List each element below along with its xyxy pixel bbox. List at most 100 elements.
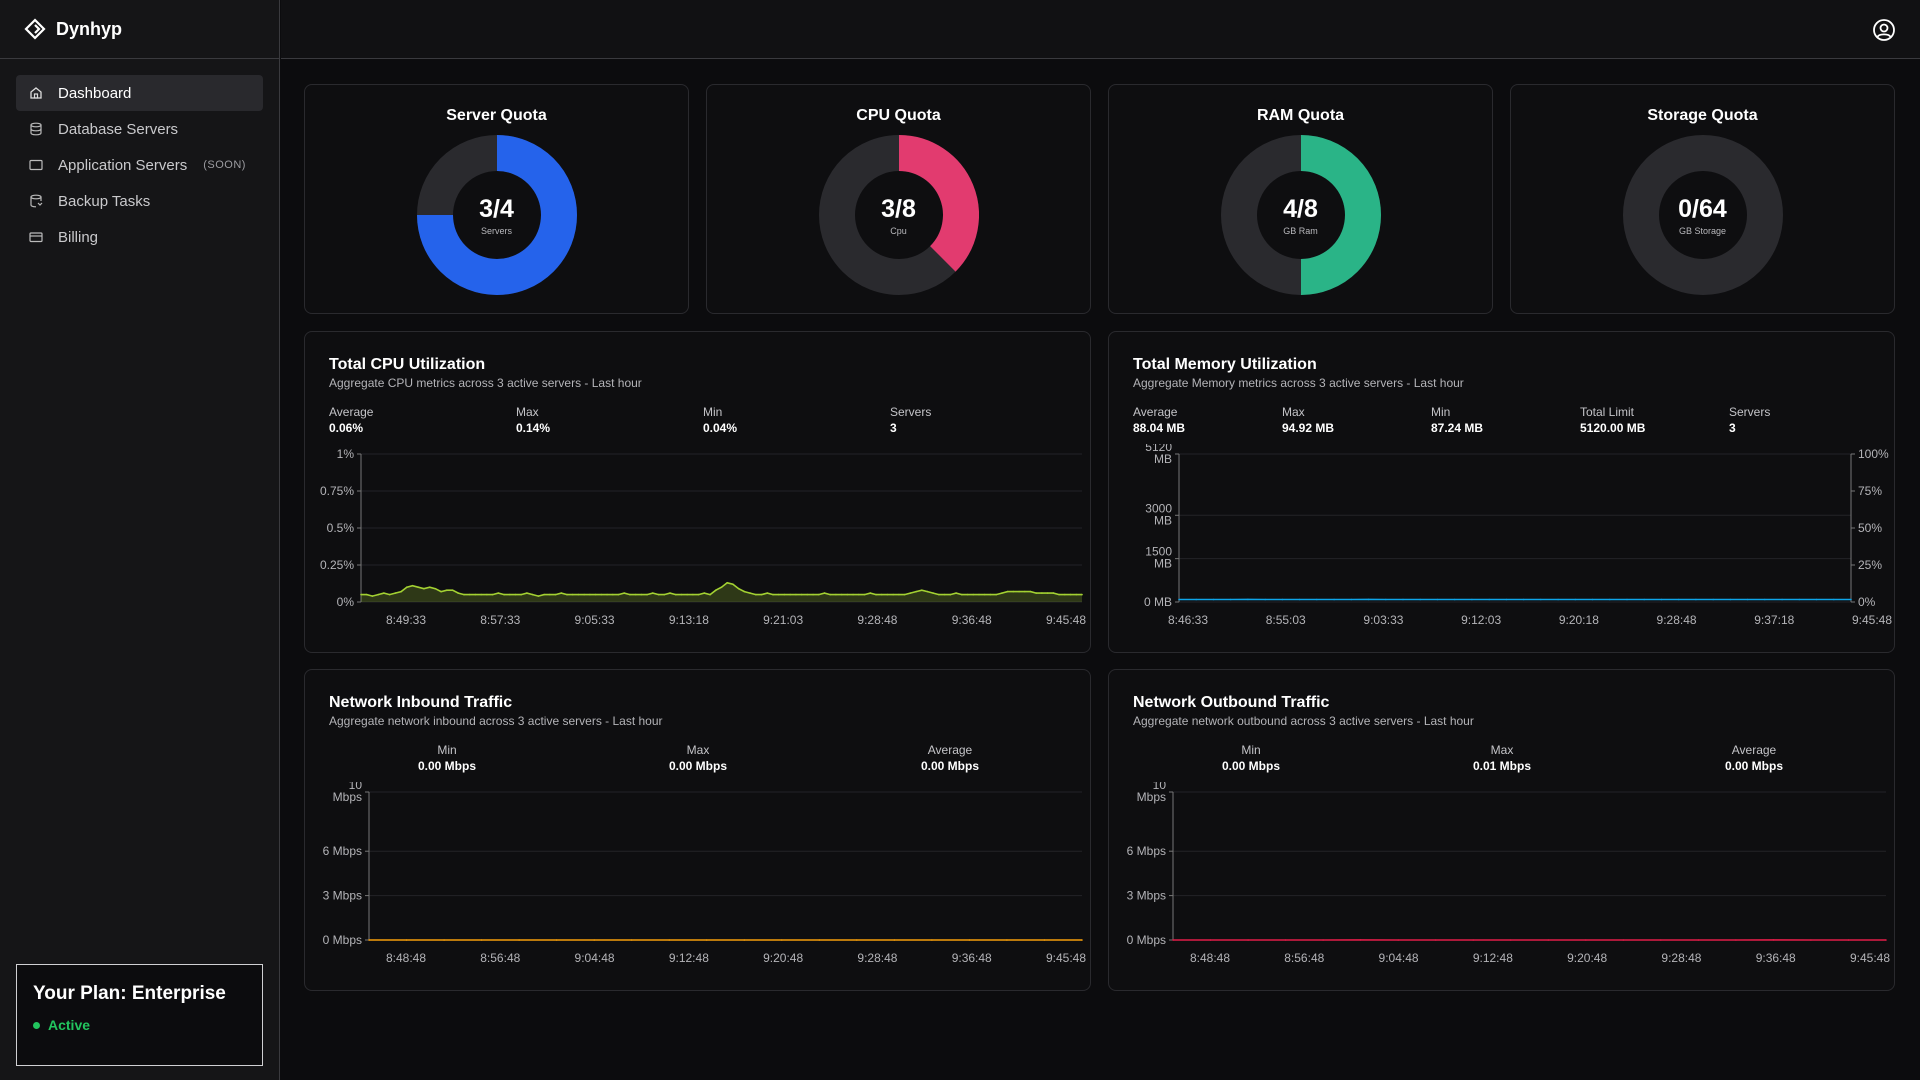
data-point	[709, 593, 711, 596]
x-tick-label: 9:45:48	[1046, 613, 1086, 627]
stat-value: 0.01 Mbps	[1472, 759, 1532, 773]
data-point	[795, 593, 797, 596]
data-point	[531, 593, 534, 596]
x-tick-label: 9:04:48	[1379, 951, 1419, 965]
stat-label: Min	[1241, 743, 1261, 757]
data-point	[1001, 592, 1003, 594]
data-point	[1660, 939, 1662, 941]
data-point	[983, 593, 986, 596]
y-tick-label-right: 75%	[1858, 484, 1882, 498]
data-point	[589, 593, 591, 596]
panel-subtitle: Aggregate Memory metrics across 3 active…	[1133, 376, 1464, 390]
data-point	[1018, 590, 1020, 593]
quota-title: Storage Quota	[1647, 107, 1758, 124]
stat-value: 0.14%	[516, 421, 551, 435]
data-point	[509, 593, 511, 596]
data-point	[1626, 598, 1628, 601]
y-tick-label-right: 50%	[1858, 521, 1882, 535]
data-point	[812, 593, 814, 596]
user-account-icon[interactable]	[1872, 18, 1896, 42]
data-point	[1035, 592, 1037, 594]
data-point	[1402, 598, 1404, 601]
data-point	[755, 593, 757, 596]
y-tick-label: Mbps	[333, 790, 362, 804]
y-tick-label: 0.5%	[327, 521, 355, 535]
stat-value: 0.00 Mbps	[668, 759, 728, 773]
data-point	[1212, 598, 1215, 601]
quota-value: 0/64	[1678, 194, 1727, 223]
data-point	[1885, 939, 1887, 941]
y-tick-label: MB	[1154, 557, 1172, 571]
memory-chart[interactable]: 0 MB1500MB3000MB5120MB0%25%50%75%100%8:4…	[1109, 444, 1896, 652]
x-tick-label: 9:45:48	[1852, 613, 1892, 627]
y-tick-label-right: 25%	[1858, 558, 1882, 572]
cpu-chart[interactable]: 0% 0.25% 0.5% 0.75% 1% 8:49:33 8:57:33 9:05:33 9…	[305, 444, 1092, 652]
data-point	[1591, 598, 1594, 601]
quota-unit: Servers	[480, 225, 512, 236]
data-point	[886, 593, 889, 596]
stat-value: 0.04%	[703, 421, 738, 435]
stat-min: Min 87.24 MB	[1431, 405, 1483, 435]
data-point	[931, 939, 933, 941]
data-point	[652, 592, 654, 594]
sidebar-item-billing[interactable]: Billing	[16, 219, 263, 255]
x-tick-label: 9:13:18	[669, 613, 709, 627]
plan-title: Your Plan: Enterprise	[33, 983, 226, 1004]
data-point	[1209, 939, 1212, 941]
stat-servers: Servers 3	[1729, 405, 1770, 435]
brand[interactable]: Dynhyp	[0, 0, 279, 59]
data-point	[443, 939, 445, 941]
data-point	[783, 593, 786, 596]
network-inbound-panel: Network Inbound Traffic Aggregate networ…	[304, 669, 1091, 991]
data-point	[1397, 939, 1399, 941]
data-point	[1557, 598, 1559, 601]
server-quota-card: Server Quota 3/4 Servers	[304, 84, 689, 314]
data-point	[383, 592, 385, 594]
data-point	[875, 593, 877, 596]
data-point	[503, 593, 505, 596]
data-point	[806, 593, 809, 596]
data-point	[537, 595, 540, 597]
stat-label: Min	[703, 405, 723, 419]
data-point	[846, 593, 849, 596]
sidebar-item-backup-tasks[interactable]: Backup Tasks	[16, 183, 263, 219]
brand-name: Dynhyp	[56, 18, 123, 39]
data-point	[1847, 939, 1850, 941]
x-tick-label: 9:36:48	[952, 951, 992, 965]
quota-value: 3/4	[479, 194, 514, 223]
data-point	[1284, 939, 1287, 941]
quota-title: RAM Quota	[1256, 107, 1345, 124]
sidebar-item-application-servers[interactable]: Application Servers (SOON)	[16, 147, 263, 183]
stat-label: Max	[1282, 405, 1305, 419]
data-point	[926, 590, 929, 593]
data-point	[1247, 939, 1249, 941]
panel-subtitle: Aggregate network inbound across 3 activ…	[329, 714, 663, 728]
sidebar: Dynhyp Dashboard Database Servers Applic…	[0, 0, 280, 1080]
data-point	[1781, 598, 1783, 601]
soon-badge: (SOON)	[203, 159, 246, 171]
data-point	[686, 593, 688, 596]
data-point	[1041, 592, 1043, 594]
data-point	[1660, 598, 1663, 601]
data-point	[968, 939, 971, 941]
data-point	[1043, 939, 1046, 941]
sidebar-item-database-servers[interactable]: Database Servers	[16, 111, 263, 147]
data-point	[526, 592, 528, 594]
data-point	[1359, 939, 1362, 941]
sidebar-item-dashboard[interactable]: Dashboard	[16, 75, 263, 111]
data-point	[1810, 939, 1812, 941]
data-point	[549, 593, 551, 596]
stat-label: Average	[1133, 405, 1178, 419]
data-point	[1298, 598, 1301, 601]
data-point	[781, 939, 783, 941]
x-tick-label: 9:37:18	[1754, 613, 1794, 627]
data-point	[554, 593, 557, 596]
data-point	[1281, 598, 1284, 601]
data-point	[1172, 939, 1174, 941]
y-tick-label: 1500	[1145, 545, 1172, 559]
data-point	[1006, 939, 1008, 941]
data-point	[1006, 590, 1009, 593]
quota-title: CPU Quota	[856, 107, 941, 124]
